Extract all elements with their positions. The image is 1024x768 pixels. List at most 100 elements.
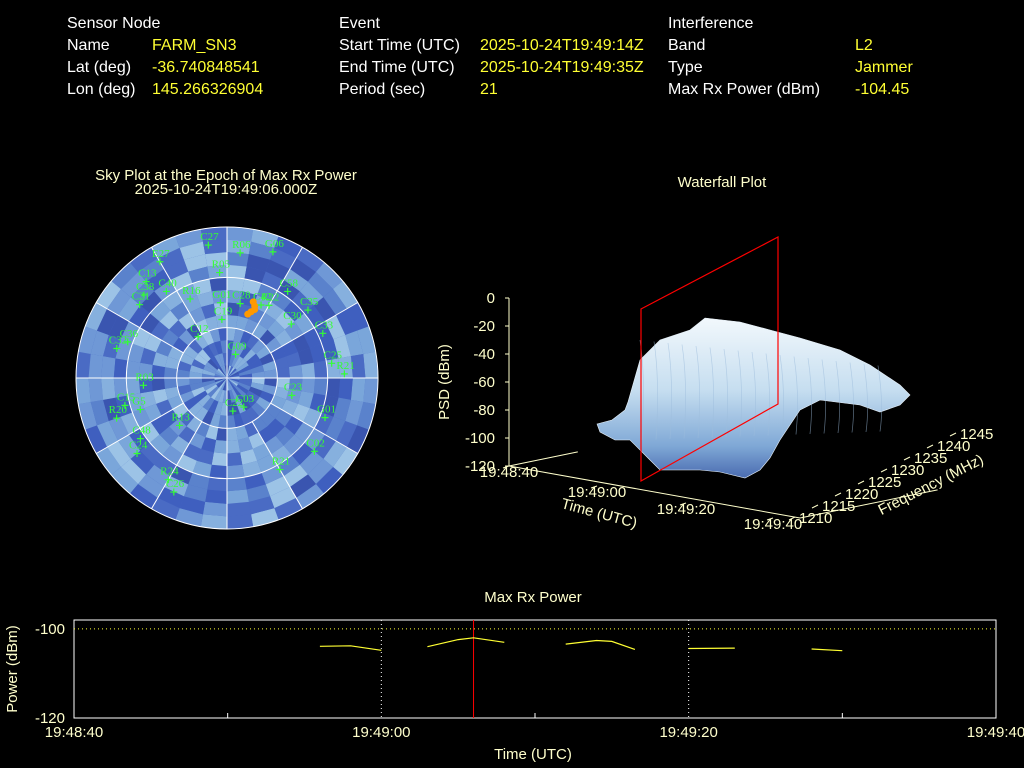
sky-cell: [210, 356, 221, 369]
sky-cell: [227, 289, 243, 304]
sky-cell: [259, 352, 275, 366]
satellite-label: C26: [166, 478, 185, 490]
sky-cell: [222, 390, 227, 404]
sky-cell: [251, 371, 265, 378]
sky-cell: [239, 345, 252, 359]
wf-z-tick-label: -80: [473, 402, 495, 419]
sky-cell: [227, 352, 232, 366]
sky-cell: [205, 384, 218, 395]
sky-cell: [170, 465, 193, 485]
satellite-marker: [240, 403, 248, 411]
sky-cell: [198, 394, 211, 407]
sky-cell: [242, 460, 262, 478]
satellite-marker: [164, 476, 172, 484]
wf-z-tick-label: -60: [473, 374, 495, 391]
sky-cell: [239, 330, 253, 346]
sky-cell: [264, 378, 278, 387]
maxrx-x-tick-label: 19:48:40: [45, 724, 103, 741]
satellite-marker: [140, 291, 148, 299]
satellite-label: C33: [315, 319, 334, 331]
satellite-label: R06: [232, 239, 251, 251]
satellite-marker: [136, 435, 144, 443]
sky-cell: [227, 514, 254, 529]
sky-cell: [216, 427, 227, 441]
sky-cell: [218, 367, 227, 378]
sky-cell: [227, 378, 234, 390]
sky-cell: [218, 415, 227, 429]
sky-cell: [169, 418, 187, 436]
sky-cell: [188, 402, 203, 417]
satellite-marker: [113, 414, 121, 422]
sky-cell: [140, 291, 163, 314]
sky-spoke: [95, 402, 184, 454]
wf-ridge: [835, 360, 840, 434]
sky-cell: [275, 310, 295, 330]
sky-cell: [227, 378, 237, 388]
sky-cell: [301, 378, 316, 394]
sky-cell: [214, 340, 223, 355]
sky-cell: [76, 378, 91, 405]
sky-cell: [191, 386, 206, 397]
event-header: Event: [339, 15, 380, 32]
satellite-marker: [304, 306, 312, 314]
satellite-marker: [265, 301, 273, 309]
sky-cell: [120, 412, 140, 435]
satellite-label: C27: [200, 231, 219, 243]
sky-cell: [167, 395, 184, 410]
satellite-marker: [287, 320, 295, 328]
sky-cell: [217, 378, 227, 388]
sky-cell: [304, 428, 326, 451]
sky-cell: [346, 302, 369, 331]
sky-cell: [235, 386, 247, 398]
wf-freq-tick-label: 1230: [891, 462, 924, 479]
sky-cell: [227, 489, 249, 504]
sky-cell: [210, 387, 221, 400]
wf-freq-tick: [834, 492, 842, 497]
sky-cell: [220, 378, 227, 390]
period-value: 21: [480, 81, 498, 98]
sky-cell: [227, 378, 236, 389]
sky-cell: [245, 406, 260, 422]
satellite-label: G09: [228, 340, 247, 352]
wf-ridge: [737, 350, 742, 437]
sky-cell: [299, 281, 324, 306]
satellite-marker: [232, 350, 240, 358]
sky-cell: [189, 371, 203, 378]
sky-cell: [227, 365, 232, 378]
sky-cell: [237, 365, 251, 374]
maxrx-series-segment: [811, 648, 843, 652]
sky-cell: [227, 390, 232, 404]
sky-cell: [292, 333, 310, 353]
sky-cell: [227, 402, 234, 416]
sky-cell: [267, 418, 285, 436]
satellite-marker: [162, 287, 170, 295]
wf-time-tick: [679, 502, 687, 506]
sky-cell: [85, 425, 108, 454]
sky-cell: [321, 395, 339, 417]
satellite-label: C40: [158, 277, 177, 289]
sky-cell: [196, 291, 214, 308]
wf-freq-tick-label: 1240: [937, 438, 970, 455]
wf-time-tick-label: 19:49:20: [657, 501, 715, 518]
sky-cell: [186, 416, 202, 433]
sky-cell: [251, 378, 265, 385]
sky-cell: [274, 497, 303, 520]
sky-cell: [244, 318, 259, 335]
sky-cell: [200, 227, 227, 242]
sky-cell: [144, 333, 162, 353]
sky-cell: [202, 345, 215, 359]
sky-cell: [172, 403, 189, 419]
sky-cell: [167, 346, 184, 361]
satellite-label: G01: [212, 289, 231, 301]
sky-cell: [222, 365, 227, 378]
sky-cell: [345, 330, 364, 357]
wf-ridge: [653, 341, 658, 440]
wf-z-tick-label: -40: [473, 346, 495, 363]
sky-cell: [264, 369, 278, 378]
sky-cell: [227, 368, 237, 378]
sky-cell: [165, 386, 180, 400]
sky-cell: [255, 345, 271, 360]
end-time-label: End Time (UTC): [339, 59, 455, 76]
wf-time-tick: [502, 465, 510, 469]
